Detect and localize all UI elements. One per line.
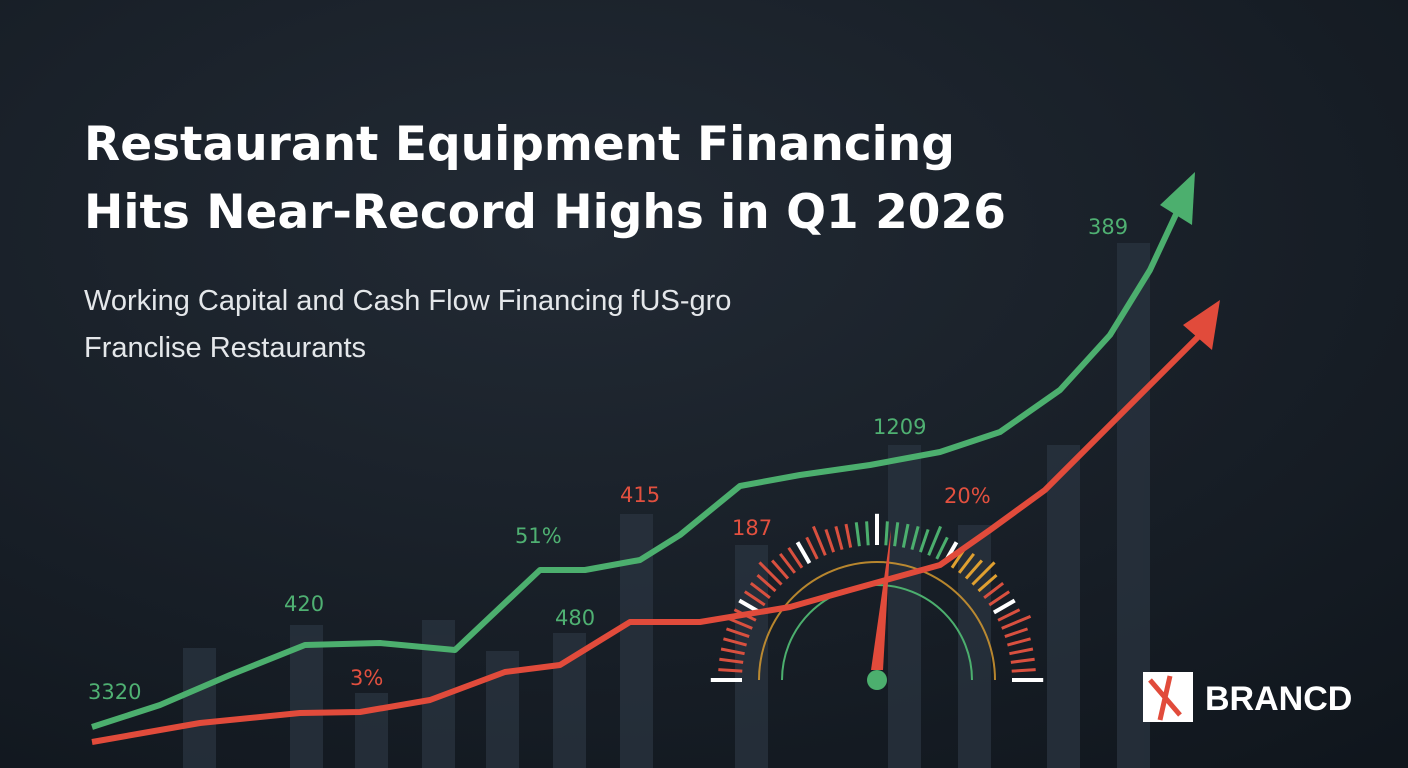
gauge-part — [977, 574, 998, 593]
gauge — [710, 513, 1044, 690]
gauge-part — [910, 526, 920, 550]
gauge-part — [805, 536, 819, 560]
gauge-part — [918, 528, 930, 553]
gauge-part — [771, 559, 790, 580]
green-arrow — [1160, 172, 1195, 225]
label: 415 — [620, 483, 660, 507]
label: 389 — [1088, 215, 1128, 239]
gauge-part — [854, 522, 861, 547]
gauge-part — [997, 608, 1021, 622]
label: 3% — [350, 666, 383, 690]
gauge-part — [983, 582, 1005, 600]
label: 480 — [555, 606, 595, 630]
gauge-part — [844, 523, 853, 548]
label: 20% — [944, 484, 991, 508]
gauge-part — [865, 521, 870, 546]
gauge-part — [988, 590, 1011, 607]
red-trend-line — [91, 332, 1203, 745]
label: 420 — [284, 592, 324, 616]
red-arrow — [1183, 300, 1220, 350]
brand-logo: BRANCD — [1143, 672, 1352, 722]
gauge-part — [718, 668, 743, 673]
gauge-part — [901, 523, 910, 548]
gauge-part — [824, 528, 836, 553]
gauge-part — [964, 559, 983, 580]
gauge-part — [893, 522, 900, 547]
label: 187 — [732, 516, 772, 540]
gauge-part — [871, 530, 891, 670]
gauge-part — [749, 582, 771, 600]
gauge-part — [795, 541, 812, 565]
brand-name: BRANCD — [1205, 680, 1352, 718]
gauge-part — [743, 590, 766, 607]
subtitle: Working Capital and Cash Flow Financing … — [84, 285, 731, 317]
gauge-part — [867, 670, 887, 690]
gauge-part — [957, 552, 975, 574]
title: Restaurant Equipment Financing — [84, 117, 955, 172]
gauge-part — [725, 627, 750, 639]
subtitle: Franclise Restaurants — [84, 332, 366, 364]
gauge-part — [834, 526, 844, 550]
gauge-part — [927, 525, 942, 556]
label: 1209 — [873, 415, 926, 439]
gauge-part — [758, 561, 996, 681]
gauge-part — [1011, 668, 1036, 673]
gauge-part — [787, 546, 804, 569]
gauge-part — [935, 536, 949, 560]
gauge-part — [720, 647, 745, 656]
gauge-part — [723, 637, 747, 647]
gauge-part — [1007, 637, 1031, 647]
title: Hits Near-Record Highs in Q1 2026 — [84, 185, 1006, 240]
green-trend-line — [91, 208, 1181, 730]
gauge-part — [779, 552, 797, 574]
gauge-part — [756, 574, 777, 593]
gauge-part — [758, 561, 783, 586]
label: 3320 — [88, 680, 141, 704]
gauge-part — [1001, 615, 1032, 630]
label: 51% — [515, 524, 562, 548]
gauge-part — [992, 598, 1016, 615]
gauge-part — [1009, 647, 1034, 656]
gauge-part — [719, 657, 744, 664]
gauge-part — [971, 561, 996, 586]
gauge-part — [884, 521, 889, 546]
gauge-part — [1010, 657, 1035, 664]
gauge-part — [1004, 627, 1029, 639]
gauge-part — [812, 525, 827, 556]
